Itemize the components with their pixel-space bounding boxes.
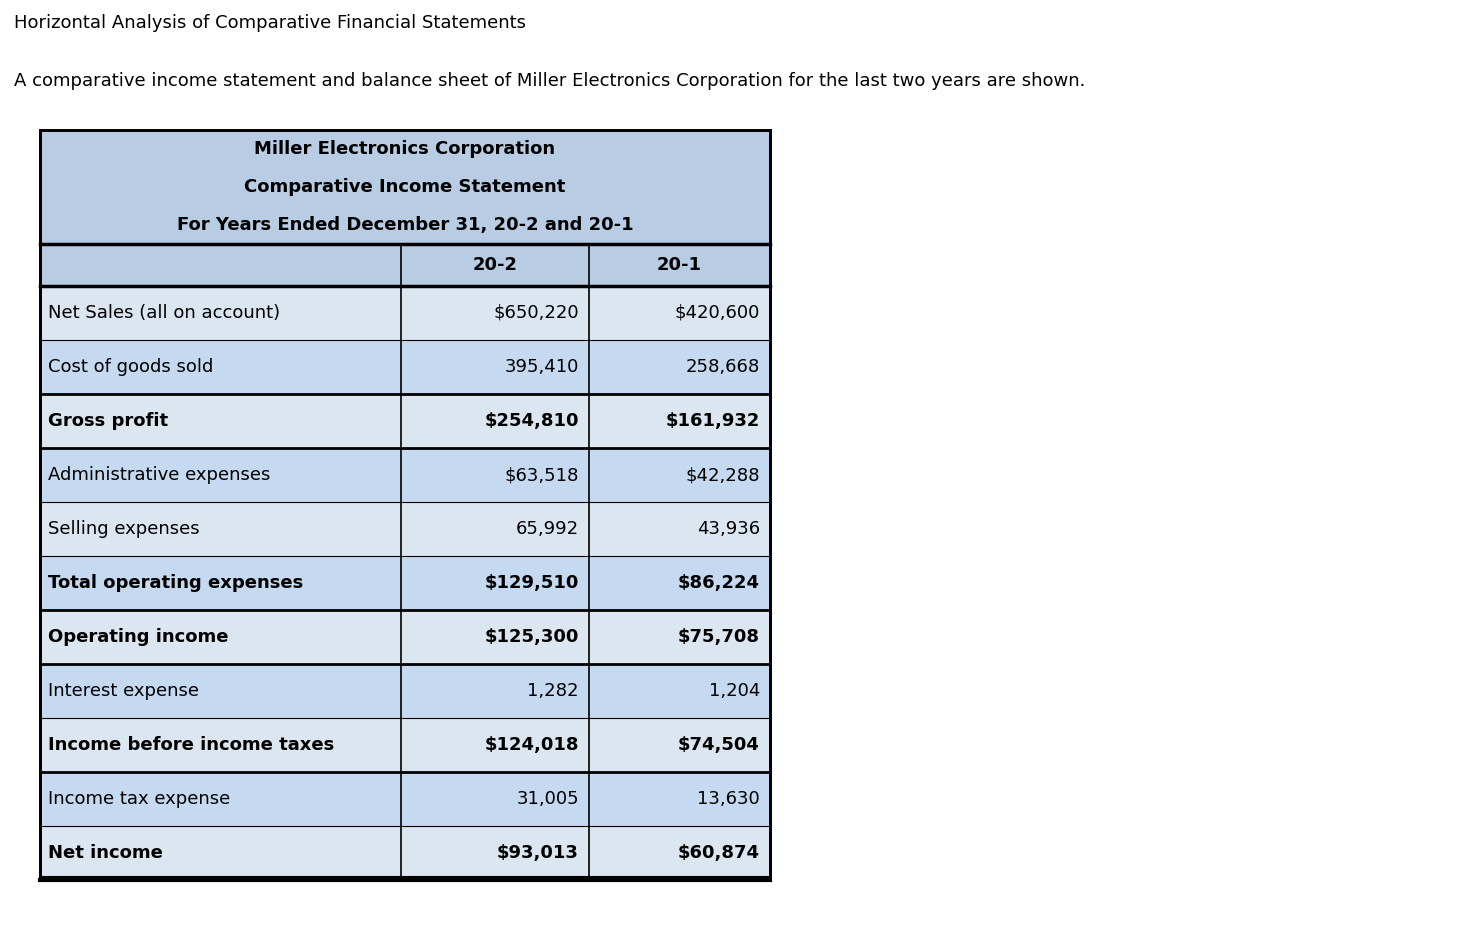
Bar — [39, 448, 770, 502]
Text: $124,018: $124,018 — [484, 736, 579, 754]
Bar — [39, 610, 770, 664]
Text: 258,668: 258,668 — [685, 358, 760, 376]
Text: Selling expenses: Selling expenses — [48, 520, 200, 538]
Text: 13,630: 13,630 — [697, 790, 760, 808]
Bar — [39, 130, 770, 880]
Text: $86,224: $86,224 — [678, 574, 760, 592]
Text: A comparative income statement and balance sheet of Miller Electronics Corporati: A comparative income statement and balan… — [15, 72, 1085, 90]
Text: Income before income taxes: Income before income taxes — [48, 736, 334, 754]
Text: Miller Electronics Corporation: Miller Electronics Corporation — [255, 140, 555, 158]
Text: $650,220: $650,220 — [493, 304, 579, 322]
Text: Operating income: Operating income — [48, 628, 229, 646]
Text: $161,932: $161,932 — [666, 412, 760, 430]
Bar — [39, 718, 770, 772]
Text: Total operating expenses: Total operating expenses — [48, 574, 303, 592]
Text: 20-1: 20-1 — [658, 256, 701, 274]
Bar — [39, 772, 770, 826]
Text: 395,410: 395,410 — [504, 358, 579, 376]
Bar — [39, 130, 770, 244]
Text: $63,518: $63,518 — [504, 466, 579, 484]
Text: Gross profit: Gross profit — [48, 412, 168, 430]
Text: 20-2: 20-2 — [472, 256, 518, 274]
Bar — [39, 502, 770, 556]
Text: Horizontal Analysis of Comparative Financial Statements: Horizontal Analysis of Comparative Finan… — [15, 14, 526, 32]
Text: $75,708: $75,708 — [678, 628, 760, 646]
Text: $42,288: $42,288 — [685, 466, 760, 484]
Text: 65,992: 65,992 — [516, 520, 579, 538]
Text: Net Sales (all on account): Net Sales (all on account) — [48, 304, 280, 322]
Text: 31,005: 31,005 — [516, 790, 579, 808]
Text: Interest expense: Interest expense — [48, 682, 198, 700]
Bar — [39, 394, 770, 448]
Text: 1,282: 1,282 — [528, 682, 579, 700]
Text: For Years Ended December 31, 20-2 and 20-1: For Years Ended December 31, 20-2 and 20… — [176, 216, 633, 234]
Bar — [39, 244, 770, 286]
Text: $420,600: $420,600 — [675, 304, 760, 322]
Text: $93,013: $93,013 — [497, 844, 579, 862]
Text: Income tax expense: Income tax expense — [48, 790, 230, 808]
Text: $129,510: $129,510 — [484, 574, 579, 592]
Text: $125,300: $125,300 — [484, 628, 579, 646]
Bar — [39, 826, 770, 880]
Bar — [39, 556, 770, 610]
Text: 1,204: 1,204 — [709, 682, 760, 700]
Text: 43,936: 43,936 — [697, 520, 760, 538]
Bar — [39, 286, 770, 340]
Text: Net income: Net income — [48, 844, 163, 862]
Text: $60,874: $60,874 — [678, 844, 760, 862]
Text: $74,504: $74,504 — [678, 736, 760, 754]
Text: Comparative Income Statement: Comparative Income Statement — [245, 178, 566, 196]
Text: Cost of goods sold: Cost of goods sold — [48, 358, 213, 376]
Bar — [39, 664, 770, 718]
Bar — [39, 340, 770, 394]
Text: Administrative expenses: Administrative expenses — [48, 466, 270, 484]
Text: $254,810: $254,810 — [484, 412, 579, 430]
